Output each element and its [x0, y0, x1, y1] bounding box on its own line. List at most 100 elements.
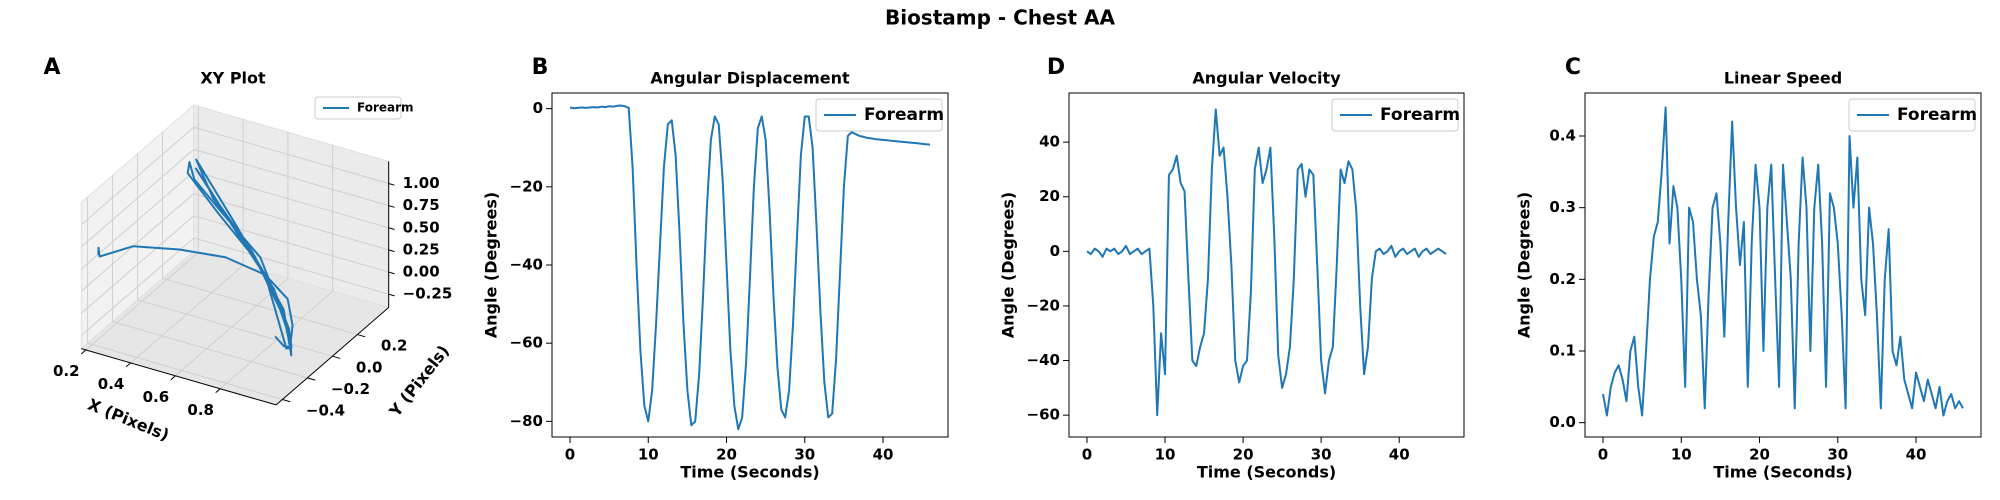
- z-tick: [388, 227, 395, 230]
- x-tick: [80, 349, 87, 355]
- data-line: [97, 158, 294, 357]
- panel-label: A: [43, 55, 60, 80]
- z-tick: [388, 249, 395, 253]
- y-tick-label: 40: [1039, 133, 1060, 151]
- y-tick-label: −80: [510, 412, 543, 430]
- grid-line: [80, 126, 195, 226]
- legend-box: [1331, 98, 1459, 132]
- x-tick-label: 20: [1233, 446, 1254, 464]
- y-tick-label: 0.0: [1549, 413, 1576, 431]
- grid-line: [80, 215, 195, 314]
- x-tick-label: 10: [1671, 446, 1692, 464]
- grid-line: [87, 342, 283, 400]
- data-line: [569, 104, 931, 431]
- y-tick-label: 0.4: [1549, 127, 1576, 145]
- x-tick-label: 0: [1082, 446, 1092, 464]
- x-tick-label: 30: [1311, 446, 1332, 464]
- z-tick-label: −0.25: [403, 285, 453, 303]
- x-axis-label: Time (Seconds): [1713, 463, 1852, 482]
- x-tick-label: 0.8: [187, 401, 214, 419]
- grid-line: [193, 171, 389, 229]
- legend-label: Forearm: [1380, 105, 1460, 125]
- z-tick-label: 1.00: [403, 174, 440, 192]
- y-tick-label: −0.2: [331, 380, 370, 398]
- y-tick: [307, 377, 316, 381]
- x-tick-label: 20: [716, 446, 737, 464]
- y-axis-label: Angle (Degrees): [999, 192, 1018, 338]
- axes-frame: [1068, 92, 1465, 438]
- z-tick-label: 0.75: [403, 196, 440, 214]
- x-tick-label: 10: [638, 446, 659, 464]
- y-tick-label: −40: [510, 256, 543, 274]
- grid-line: [137, 299, 333, 357]
- z-tick: [388, 205, 395, 208]
- y-tick: [357, 334, 366, 338]
- figure-title: Biostamp - Chest AA: [885, 6, 1116, 30]
- y-tick-label: −60: [1027, 406, 1060, 424]
- panel-label: B: [532, 55, 549, 80]
- legend-box: [314, 96, 402, 120]
- legend-label: Forearm: [864, 105, 944, 125]
- y-tick: [332, 355, 341, 359]
- y-tick-label: −20: [1027, 296, 1060, 314]
- axes-title: Linear Speed: [1724, 69, 1842, 88]
- grid-line: [193, 148, 389, 207]
- axes-frame: [1584, 92, 1982, 438]
- grid-line: [193, 126, 389, 184]
- x-tick-label: 0: [565, 446, 575, 464]
- y-tick-label: 0: [533, 99, 543, 117]
- y-tick-label: 20: [1039, 187, 1060, 205]
- z-tick: [388, 183, 395, 186]
- y-axis-line: [275, 307, 390, 406]
- legend-box: [815, 98, 943, 132]
- y-axis-label: Angle (Degrees): [482, 192, 501, 338]
- y-tick-label: 0.1: [1549, 342, 1576, 360]
- x-tick: [125, 362, 131, 368]
- y-tick-label: 0.3: [1549, 198, 1576, 216]
- z-tick-label: 0.50: [403, 218, 440, 236]
- x-tick-label: 0.2: [53, 362, 80, 380]
- y-tick: [282, 399, 291, 403]
- x-tick-label: 30: [1827, 446, 1848, 464]
- x-tick-label: 40: [1906, 446, 1927, 464]
- x-tick-label: 40: [873, 446, 894, 464]
- grid-line: [80, 237, 195, 336]
- legend-box: [1848, 98, 1976, 132]
- y-tick-label: 0.2: [381, 337, 408, 355]
- x-axis-label: Time (Seconds): [1197, 463, 1336, 482]
- y-tick-label: −40: [1027, 351, 1060, 369]
- axes-title: Angular Displacement: [650, 69, 850, 88]
- z-tick: [388, 271, 395, 275]
- z-tick: [388, 293, 395, 297]
- z-tick-label: 0.00: [403, 263, 440, 281]
- data-line: [1086, 108, 1447, 417]
- axes-title: Angular Velocity: [1192, 69, 1341, 88]
- grid-line: [193, 237, 389, 295]
- y-axis-label: Angle (Degrees): [1515, 192, 1534, 338]
- grid-line: [193, 215, 389, 273]
- panel-label: D: [1047, 55, 1065, 80]
- axes-frame: [551, 92, 949, 438]
- y-tick-label: 0.2: [1549, 270, 1576, 288]
- x-axis-label: Time (Seconds): [680, 463, 819, 482]
- y-tick-label: −60: [510, 334, 543, 352]
- x-tick-label: 30: [794, 446, 815, 464]
- legend-label: Forearm: [357, 101, 414, 115]
- y-tick-label: −0.4: [306, 402, 345, 420]
- x-tick: [215, 388, 221, 394]
- x-tick-label: 10: [1155, 446, 1176, 464]
- x-tick-label: 20: [1749, 446, 1770, 464]
- y-tick-label: −20: [510, 177, 543, 195]
- grid-line: [112, 321, 308, 379]
- y-tick-label: 0.0: [356, 358, 383, 376]
- grid-line: [162, 277, 358, 336]
- x-tick: [170, 375, 176, 381]
- x-axis-line: [81, 348, 277, 406]
- grid-line: [80, 148, 195, 248]
- x-tick-label: 0.6: [143, 388, 170, 406]
- x-tick-label: 0.4: [98, 375, 125, 393]
- panel-label: C: [1565, 55, 1581, 80]
- x-tick-label: 40: [1389, 446, 1410, 464]
